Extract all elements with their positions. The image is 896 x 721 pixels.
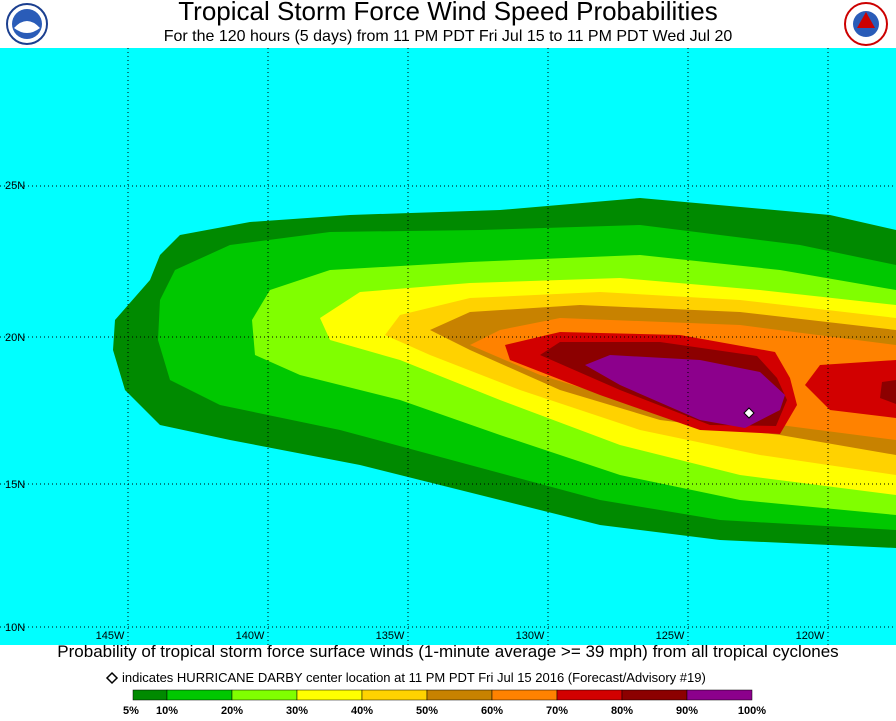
nws-logo <box>844 2 888 46</box>
legend-label: 80% <box>611 705 633 716</box>
legend-swatch <box>556 689 623 701</box>
lat-label: 10N <box>5 622 25 634</box>
probability-contours <box>113 198 896 548</box>
legend-label: 40% <box>351 705 373 716</box>
lon-label: 125W <box>656 630 685 642</box>
legend-label: 5% <box>123 705 139 716</box>
lat-label: 25N <box>5 180 25 192</box>
contour <box>880 380 896 404</box>
legend-label: 30% <box>286 705 308 716</box>
lon-label: 140W <box>236 630 265 642</box>
note: indicates HURRICANE DARBY center locatio… <box>122 670 706 685</box>
legend: 5% 10% 20% 30% 40% 50% 60% 70% 80% 90% 100% <box>123 689 766 717</box>
lat-label: 15N <box>5 479 25 491</box>
contour <box>585 355 785 428</box>
lat-label: 20N <box>5 332 25 344</box>
legend-label: 60% <box>481 705 503 716</box>
caption: Probability of tropical storm force surf… <box>57 642 838 661</box>
storm-center <box>743 407 755 419</box>
lon-label: 130W <box>516 630 545 642</box>
legend-swatch <box>491 689 558 701</box>
lon-label: 135W <box>376 630 405 642</box>
legend-swatch <box>166 689 233 701</box>
legend-swatch <box>361 689 428 701</box>
lon-label: 120W <box>796 630 825 642</box>
legend-label: 50% <box>416 705 438 716</box>
legend-label: 10% <box>156 705 178 716</box>
subtitle: For the 120 hours (5 days) from 11 PM PD… <box>164 28 733 45</box>
legend-swatch <box>132 689 168 701</box>
legend-swatch <box>231 689 298 701</box>
lon-label: 145W <box>96 630 125 642</box>
legend-swatch <box>621 689 688 701</box>
title: Tropical Storm Force Wind Speed Probabil… <box>178 0 717 26</box>
contour <box>805 360 896 418</box>
legend-label: 90% <box>676 705 698 716</box>
legend-swatch <box>426 689 493 701</box>
noaa-logo <box>6 3 48 45</box>
diamond-symbol <box>105 671 119 685</box>
legend-label: 70% <box>546 705 568 716</box>
legend-label: 100% <box>738 705 766 716</box>
legend-label: 20% <box>221 705 243 716</box>
legend-swatch <box>686 689 753 701</box>
grid <box>0 48 896 645</box>
legend-swatch <box>296 689 363 701</box>
